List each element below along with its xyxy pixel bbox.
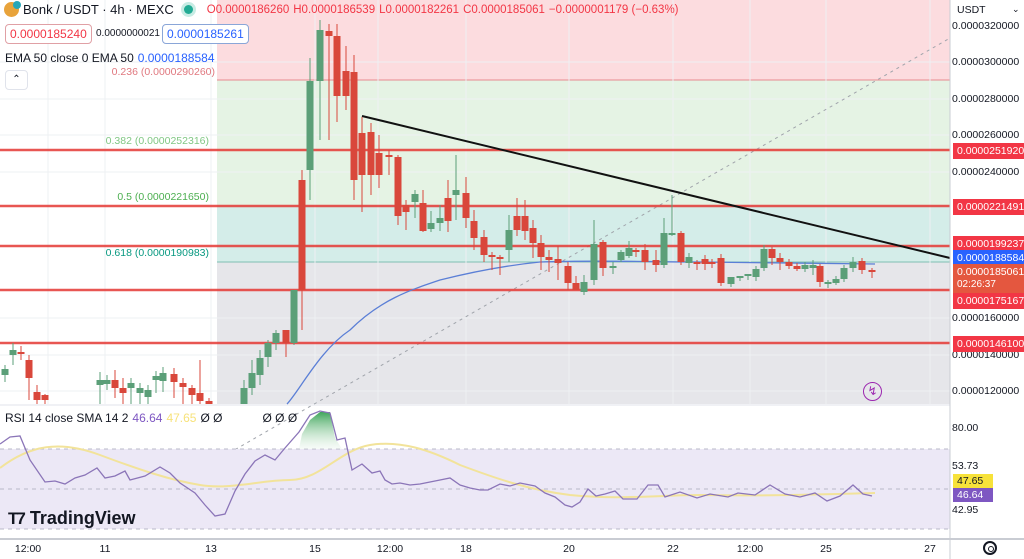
rsi-axis-label: 80.00 [952, 422, 979, 434]
time-label: 12:00 [14, 543, 42, 555]
bonk-logo-icon [4, 1, 21, 17]
time-label: 11 [99, 543, 111, 555]
fib-label-0.382: 0.382 (0.0000252316) [105, 135, 209, 147]
time-label: 12:00 [736, 543, 764, 555]
price-label: 0.0000160000 [952, 312, 1020, 324]
level-tag: 0.0000251920 [953, 143, 1024, 159]
price-label: 0.0000280000 [952, 93, 1020, 105]
spread-value: 0.0000000021 [96, 28, 160, 39]
rsi-value-tag: 46.64 [953, 488, 993, 502]
time-label: 27 [924, 543, 936, 555]
settings-gear-icon[interactable] [983, 541, 997, 555]
time-label: 15 [309, 543, 321, 555]
fib-label-0.5: 0.5 (0.0000221650) [117, 191, 209, 203]
tradingview-logo[interactable]: T7 TradingView [8, 508, 136, 528]
level-tag: 0.0000175167 [953, 293, 1024, 309]
ema-legend[interactable]: EMA 50 close 0 EMA 50 0.0000188584 [5, 51, 215, 65]
symbol-title[interactable]: Bonk / USDT · 4h · MEXC [23, 2, 174, 17]
bar-countdown: 02:26:37 [953, 279, 1024, 293]
fib-zone-0.236-0.5 [217, 80, 950, 205]
fib-zone-0.5-0.618 [217, 205, 950, 262]
collapse-legend-button[interactable]: ⌃ [5, 70, 28, 90]
symbol-header[interactable]: Bonk / USDT · 4h · MEXC O0.0000186260 H0.… [4, 1, 683, 17]
level-tag: 0.0000146100 [953, 336, 1024, 352]
price-label: 0.0000300000 [952, 56, 1020, 68]
time-label: 13 [205, 543, 217, 555]
sell-button[interactable]: 0.0000185240 [5, 24, 92, 44]
lightning-icon[interactable]: ↯ [863, 382, 882, 401]
last-price-tag: 0.0000185061 [953, 264, 1024, 281]
tradingview-icon: T7 [8, 508, 26, 528]
level-tag: 0.0000199237 [953, 236, 1024, 252]
chevron-down-icon[interactable]: ⌄ [1012, 4, 1020, 14]
ema-price-tag: 0.0000188584 [953, 250, 1024, 266]
time-label: 18 [460, 543, 472, 555]
level-tag: 0.0000221491 [953, 199, 1024, 215]
fib-label-0.236: 0.236 (0.0000290260) [111, 66, 215, 78]
buy-button[interactable]: 0.0000185261 [162, 24, 249, 44]
currency-selector[interactable]: USDT [957, 4, 986, 16]
price-label: 0.0000260000 [952, 129, 1020, 141]
rsi-sma-tag: 47.65 [953, 474, 993, 488]
price-label: 0.0000120000 [952, 385, 1020, 397]
price-label: 0.0000240000 [952, 166, 1020, 178]
time-label: 25 [820, 543, 832, 555]
time-label: 22 [667, 543, 679, 555]
price-label: 0.0000140000 [952, 349, 1020, 361]
market-status-icon [183, 5, 193, 14]
rsi-axis-label: 42.95 [952, 504, 979, 516]
ohlc-values: O0.0000186260 H0.0000186539 L0.0000182261 C… [206, 3, 679, 16]
time-label: 12:00 [376, 543, 404, 555]
rsi-axis-label: 53.73 [952, 460, 979, 472]
price-label: 0.0000320000 [952, 20, 1020, 32]
time-label: 20 [563, 543, 575, 555]
fib-label-0.618: 0.618 (0.0000190983) [105, 247, 209, 259]
